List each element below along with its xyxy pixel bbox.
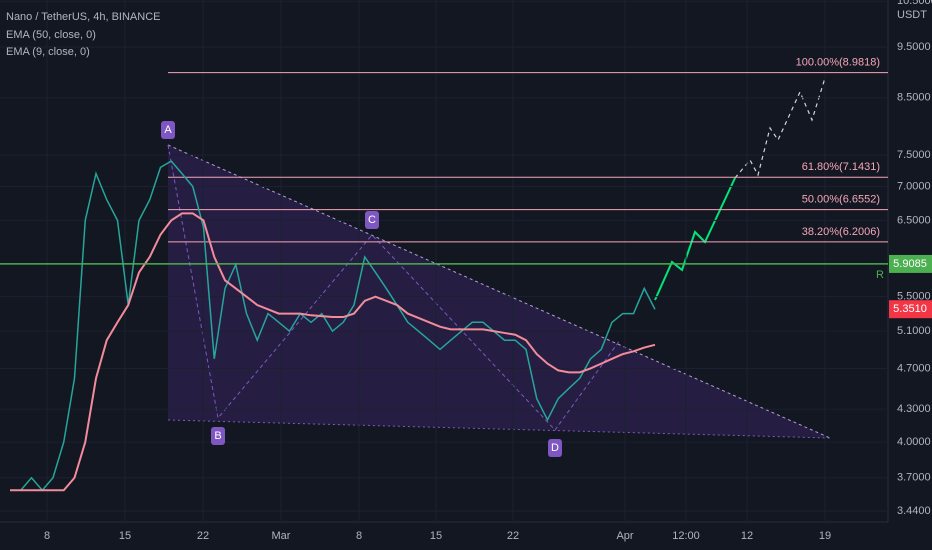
ema-line	[10, 212, 656, 492]
price-tick-label: 6.5000	[897, 214, 931, 226]
point-label: D	[551, 442, 559, 454]
fib-label: 61.80%(7.1431)	[802, 161, 880, 173]
price-tick-label: 7.5000	[897, 149, 931, 161]
price-tick-label: 4.3000	[897, 403, 931, 415]
time-tick-label: 15	[430, 530, 442, 542]
point-label: C	[368, 214, 376, 226]
time-tick-label: 8	[356, 530, 362, 542]
resistance-tag: R	[876, 269, 884, 281]
currency: USDT	[897, 9, 927, 21]
fib-label: 50.00%(6.6552)	[802, 193, 880, 205]
fib-label: 38.20%(6.2006)	[802, 226, 880, 238]
triangle-edge	[167, 419, 831, 439]
indicator: EMA (9, close, 0)	[6, 46, 90, 58]
time-tick-label: 19	[819, 530, 831, 542]
point-label: B	[214, 430, 221, 442]
point-badge	[161, 121, 175, 139]
point-badge	[365, 211, 379, 229]
price-line	[10, 160, 656, 492]
triangle-edge	[167, 144, 831, 439]
symbol-title: Nano / TetherUS, 4h, BINANCE	[6, 11, 160, 23]
price-tag-label: 5.3510	[893, 303, 927, 315]
price-tick-label: 4.0000	[897, 436, 931, 448]
fib-label: 100.00%(8.9818)	[796, 57, 880, 69]
price-tag	[889, 254, 932, 273]
projection	[654, 177, 736, 301]
time-tick-label: 22	[197, 530, 209, 542]
point-label: A	[164, 124, 172, 136]
time-tick-label: 15	[119, 530, 131, 542]
time-tick-label: 8	[44, 530, 50, 542]
point-badge	[548, 439, 562, 457]
price-tick-label: 8.5000	[897, 92, 931, 104]
point-badge	[211, 427, 225, 445]
price-tick-label: 5.1000	[897, 325, 931, 337]
price-tick-label: 3.4400	[897, 505, 931, 517]
price-tag	[889, 300, 932, 319]
price-tick-label: 5.5000	[897, 291, 931, 303]
projection-dashed	[734, 77, 826, 179]
price-tick-label: 7.0000	[897, 180, 931, 192]
indicator: EMA (50, close, 0)	[6, 29, 96, 41]
price-tick-label: 10.5000	[897, 0, 932, 7]
time-tick-label: Apr	[616, 530, 633, 542]
price-tick-label: 9.5000	[897, 41, 931, 53]
price-tag-label: 5.9085	[893, 258, 927, 270]
abcd-lines	[167, 144, 621, 431]
time-tick-label: 12:00	[672, 530, 700, 542]
price-tick-label: 4.7000	[897, 362, 931, 374]
price-tick-label: 3.7000	[897, 472, 931, 484]
time-tick-label: 22	[507, 530, 519, 542]
time-tick-label: 12	[741, 530, 753, 542]
time-tick-label: Mar	[272, 530, 291, 542]
